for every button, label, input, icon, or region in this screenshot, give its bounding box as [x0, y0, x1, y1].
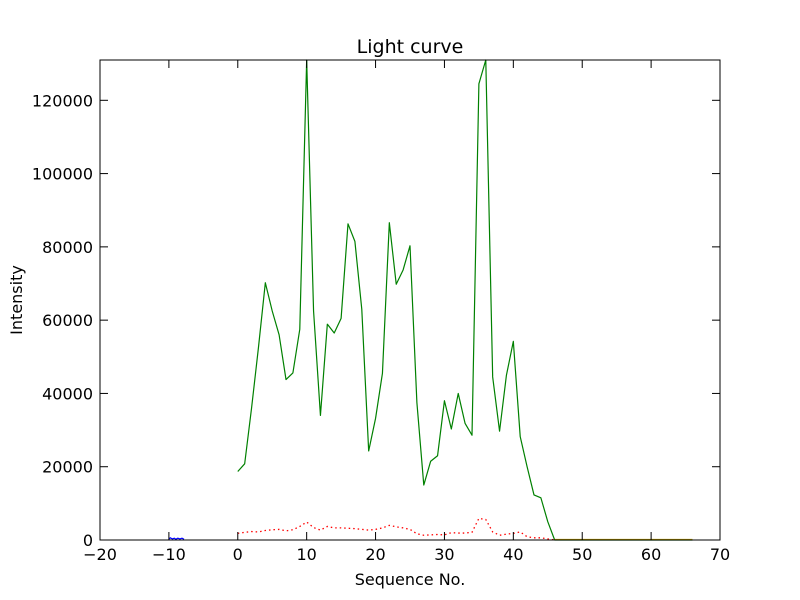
y-axis-label: Intensity	[7, 265, 26, 335]
y-tick-label: 120000	[32, 91, 93, 110]
x-ticks: −20 −10 0 10 20 30 40 50 60 70	[83, 60, 730, 564]
y-tick-label: 100000	[32, 165, 93, 184]
x-tick-label: −20	[83, 545, 117, 564]
x-tick-label: 20	[365, 545, 385, 564]
series-line-3	[168, 537, 185, 540]
plot-frame	[99, 59, 721, 541]
x-tick-label: 10	[296, 545, 316, 564]
x-axis-label: Sequence No.	[355, 570, 466, 589]
x-tick-label: 50	[572, 545, 592, 564]
x-tick-label: 60	[641, 545, 661, 564]
x-tick-label: 40	[503, 545, 523, 564]
y-tick-label: 40000	[42, 384, 93, 403]
plot-area	[100, 60, 720, 540]
y-tick-label: 60000	[42, 311, 93, 330]
y-tick-label: 80000	[42, 238, 93, 257]
x-tick-label: 0	[233, 545, 243, 564]
y-tick-label: 0	[83, 531, 93, 550]
x-tick-label: −10	[152, 545, 186, 564]
y-ticks: 0 20000 40000 60000 80000 100000 120000	[32, 91, 720, 550]
y-tick-label: 20000	[42, 458, 93, 477]
x-tick-label: 30	[434, 545, 454, 564]
x-tick-label: 70	[710, 545, 730, 564]
chart-title: Light curve	[357, 36, 464, 58]
